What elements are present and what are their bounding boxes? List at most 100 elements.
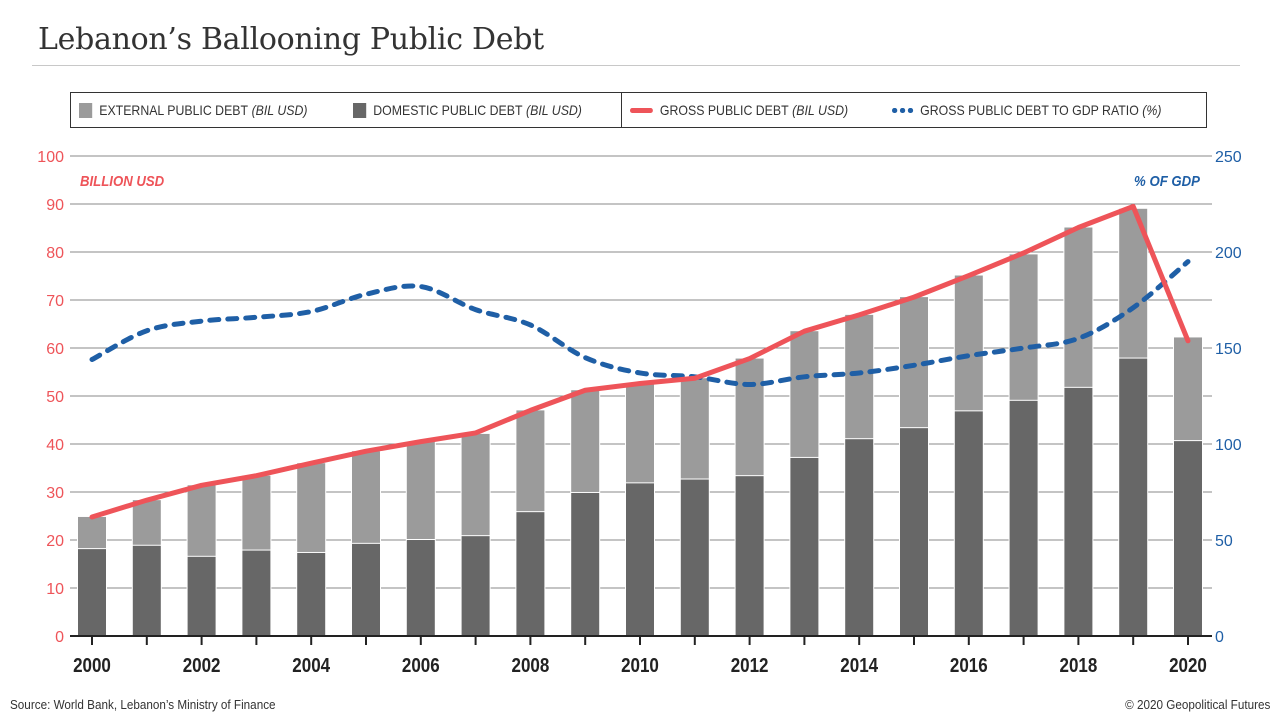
legend-item-ratio: GROSS PUBLIC DEBT TO GDP RATIO (%) (891, 102, 1162, 118)
bar-gap-mask (1008, 253, 1039, 636)
bar-external (1009, 254, 1038, 400)
bar-external (1174, 337, 1202, 441)
bar-external (900, 297, 928, 428)
x-tick-label: 2008 (512, 654, 550, 677)
bar-domestic (461, 536, 490, 636)
bar-external (187, 485, 216, 556)
legend-label-external: EXTERNAL PUBLIC DEBT (99, 102, 249, 118)
bar-gap-mask (515, 409, 546, 636)
x-tick-label: 2014 (840, 654, 878, 677)
bar-domestic (406, 540, 435, 636)
right-axis-title: % OF GDP (1134, 172, 1200, 189)
bar-external (516, 410, 545, 512)
legend-unit-domestic: (BIL USD) (525, 102, 582, 118)
legend-unit-ratio: (%) (1141, 102, 1162, 118)
bar-domestic (78, 549, 106, 636)
bar-gap-mask (1063, 226, 1094, 636)
gross-line-icon (629, 107, 653, 113)
bar-domestic (297, 552, 326, 636)
x-tick-label: 2000 (73, 654, 111, 677)
gridlines (70, 155, 1212, 589)
bar-gap-mask (241, 474, 272, 636)
bar-domestic (1119, 358, 1148, 636)
x-tick-label: 2006 (402, 654, 440, 677)
bar-domestic (1174, 441, 1202, 636)
bar-domestic (352, 543, 380, 636)
copyright-note: © 2020 Geopolitical Futures (1124, 697, 1270, 712)
right-tick-label: 200 (1215, 245, 1242, 262)
x-tick-label: 2004 (292, 654, 330, 677)
bar-external (626, 383, 654, 483)
left-tick-label: 90 (46, 197, 64, 214)
bar-domestic (954, 411, 983, 636)
right-tick-label: 150 (1215, 341, 1242, 358)
bar-gap-mask (186, 484, 217, 636)
bar-gap-mask (844, 313, 875, 636)
bar-domestic (900, 428, 928, 636)
bar-external (406, 441, 435, 539)
bar-external (571, 390, 600, 492)
x-tick-label: 2020 (1169, 654, 1207, 677)
bar-domestic (626, 483, 654, 636)
gross-debt-line (89, 203, 1191, 520)
right-tick-label: 50 (1215, 533, 1233, 550)
bar-gap-mask (789, 330, 820, 636)
bar-external (954, 275, 983, 411)
chart-legend: EXTERNAL PUBLIC DEBT (BIL USD) DOMESTIC … (70, 92, 1207, 128)
ratio-dotted-line-icon (891, 107, 913, 113)
legend-unit-gross: (BIL USD) (791, 102, 848, 118)
left-tick-label: 100 (37, 149, 64, 166)
bar-gap-mask (899, 296, 929, 636)
right-tick-label: 100 (1215, 437, 1242, 454)
title-divider (32, 65, 1240, 66)
bar-external (352, 451, 380, 543)
bar-external (845, 314, 874, 439)
left-axis-title: BILLION USD (80, 172, 164, 189)
right-tick-label: 250 (1215, 149, 1242, 166)
bar-external (242, 475, 271, 550)
legend-label-gross: GROSS PUBLIC DEBT (659, 102, 789, 118)
page-title: Lebanon’s Ballooning Public Debt (38, 22, 544, 57)
domestic-swatch-icon (352, 102, 366, 118)
bar-external (461, 433, 490, 536)
x-tick-label: 2010 (621, 654, 659, 677)
bar-gap-mask (351, 450, 381, 636)
bar-gap-mask (734, 357, 765, 636)
bar-domestic (735, 476, 764, 636)
legend-group-lines: GROSS PUBLIC DEBT (BIL USD) GROSS PUBLIC… (620, 93, 1206, 127)
bar-domestic (187, 556, 216, 636)
bar-gap-mask (77, 515, 107, 636)
bar-gap-mask (953, 274, 984, 636)
legend-item-gross: GROSS PUBLIC DEBT (BIL USD) (629, 102, 848, 118)
bar-gap-mask (131, 499, 162, 636)
bar-gap-mask (570, 389, 601, 636)
legend-group-bars: EXTERNAL PUBLIC DEBT (BIL USD) DOMESTIC … (71, 93, 621, 127)
bar-domestic (571, 492, 600, 636)
bar-gap-mask (405, 440, 436, 636)
bar-domestic (845, 439, 874, 636)
bar-domestic (680, 479, 709, 636)
x-tick-label: 2002 (183, 654, 221, 677)
bar-external (680, 378, 709, 479)
left-tick-label: 60 (46, 341, 64, 358)
bar-gap-mask (460, 432, 491, 636)
bars (77, 207, 1203, 637)
bar-external (790, 331, 819, 457)
left-axis: 0 10 20 30 40 50 60 70 80 90 100 (37, 149, 64, 646)
legend-label-ratio: GROSS PUBLIC DEBT TO GDP RATIO (919, 102, 1139, 118)
left-tick-label: 50 (46, 389, 64, 406)
bar-domestic (132, 545, 161, 636)
bar-domestic (516, 512, 545, 636)
left-tick-label: 70 (46, 293, 64, 310)
bar-domestic (1064, 387, 1093, 636)
x-tick-label: 2012 (731, 654, 769, 677)
bar-domestic (1009, 400, 1038, 636)
bar-gap-mask (1173, 336, 1203, 636)
bar-external (1119, 208, 1148, 358)
series-lines (89, 203, 1191, 520)
bar-domestic (790, 457, 819, 636)
x-tick-label: 2016 (950, 654, 988, 677)
bar-domestic (242, 550, 271, 636)
legend-item-external: EXTERNAL PUBLIC DEBT (BIL USD) (79, 102, 307, 118)
legend-label-domestic: DOMESTIC PUBLIC DEBT (372, 102, 523, 118)
